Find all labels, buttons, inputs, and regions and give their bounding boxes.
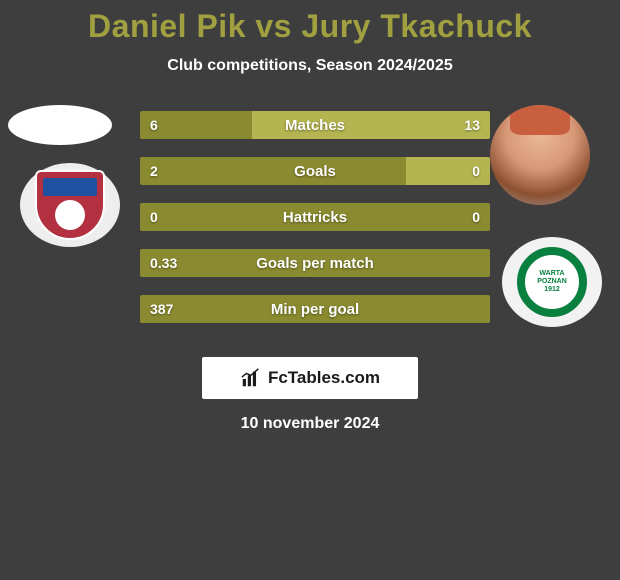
stat-bar-left (140, 111, 252, 139)
stat-bar-left (140, 157, 406, 185)
stat-bar-left (140, 203, 490, 231)
stat-row: Matches613 (140, 111, 490, 139)
stat-row: Hattricks00 (140, 203, 490, 231)
footer-brand-box: FcTables.com (202, 357, 418, 399)
subtitle: Club competitions, Season 2024/2025 (0, 57, 620, 75)
stat-row: Goals20 (140, 157, 490, 185)
stat-row: Goals per match0.33 (140, 249, 490, 277)
bar-chart-icon (240, 367, 262, 389)
player-left-club-badge (20, 163, 120, 247)
footer-brand-text: FcTables.com (268, 368, 380, 388)
stat-bar-left (140, 249, 490, 277)
stat-bar-right (406, 157, 490, 185)
club-right-text: WARTAPOZNAN1912 (537, 270, 567, 293)
comparison-panel: WARTAPOZNAN1912 Matches613 Goals20 Hattric… (0, 105, 620, 345)
stat-row: Min per goal387 (140, 295, 490, 323)
player-right-club-badge: WARTAPOZNAN1912 (502, 237, 602, 327)
page-title: Daniel Pik vs Jury Tkachuck (0, 0, 620, 45)
stat-bars: Matches613 Goals20 Hattricks00 Goals per ma… (140, 111, 490, 341)
player-right-avatar (490, 105, 590, 205)
date-text: 10 november 2024 (0, 415, 620, 433)
player-left-avatar (8, 105, 112, 145)
stat-bar-left (140, 295, 490, 323)
stat-bar-right (252, 111, 490, 139)
